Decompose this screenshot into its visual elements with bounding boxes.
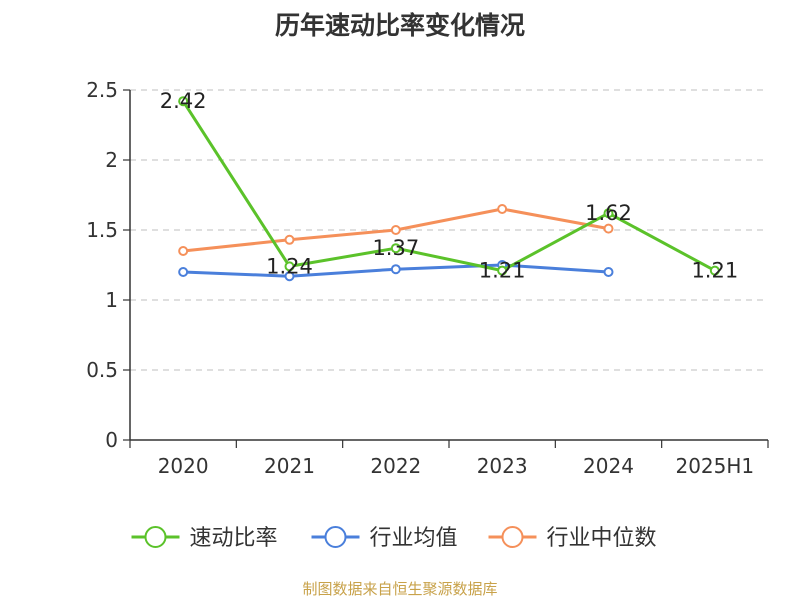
x-tick-label: 2023 xyxy=(477,454,528,478)
data-point xyxy=(178,96,189,107)
legend-marker xyxy=(144,526,167,548)
data-point xyxy=(497,265,508,276)
data-label: 1.21 xyxy=(691,259,738,283)
source-note: 制图数据来自恒生聚源数据库 xyxy=(302,580,498,598)
x-tick-label: 2021 xyxy=(264,454,315,478)
legend-marker xyxy=(501,526,524,548)
data-point xyxy=(390,225,401,235)
x-tick-label: 2025H1 xyxy=(675,454,754,478)
y-tick-label: 2 xyxy=(105,148,118,172)
legend-marker xyxy=(324,526,347,548)
y-tick-label: 0.5 xyxy=(86,358,118,382)
legend-label: 行业中位数 xyxy=(547,526,657,551)
legend-item: 速动比率 xyxy=(131,526,278,551)
data-point xyxy=(284,271,295,282)
x-tick-label: 2022 xyxy=(370,454,421,478)
data-point xyxy=(178,246,189,256)
x-tick-label: 2024 xyxy=(583,454,634,478)
chart-title: 历年速动比率变化情况 xyxy=(274,11,525,40)
data-point xyxy=(284,234,295,245)
y-tick-label: 1.5 xyxy=(86,218,118,242)
data-point xyxy=(390,264,401,275)
data-point xyxy=(603,208,614,219)
data-point xyxy=(178,267,189,277)
data-point xyxy=(390,243,401,254)
data-labels: 2.42 1.24 1.37 1.21 1.62 1.21 xyxy=(160,89,738,282)
legend-label: 行业均值 xyxy=(370,526,458,551)
data-point xyxy=(497,204,508,214)
data-label: 1.21 xyxy=(479,259,526,283)
series-line xyxy=(181,100,716,273)
data-point xyxy=(284,261,295,272)
data-point xyxy=(709,265,720,276)
data-label: 1.37 xyxy=(372,236,419,260)
data-label: 1.24 xyxy=(266,254,313,278)
y-tick-label: 2.5 xyxy=(86,78,118,102)
legend-item: 行业中位数 xyxy=(488,526,657,551)
x-tick-label: 2020 xyxy=(158,454,209,478)
data-point xyxy=(603,267,614,277)
legend: 速动比率 行业均值 行业中位数 xyxy=(131,526,657,551)
legend-item: 行业均值 xyxy=(311,526,458,551)
data-point xyxy=(603,223,614,234)
axes: 0 0.5 1 1.5 2 2.5 2020 2021 2022 2023 2024 2025H1 xyxy=(86,78,769,478)
series-lines xyxy=(178,96,720,282)
data-label: 2.42 xyxy=(160,89,207,113)
y-tick-label: 0 xyxy=(105,428,118,452)
y-tick-label: 1 xyxy=(105,288,118,312)
grid-lines xyxy=(130,89,768,371)
data-label: 1.62 xyxy=(585,201,632,225)
legend-label: 速动比率 xyxy=(190,526,278,551)
